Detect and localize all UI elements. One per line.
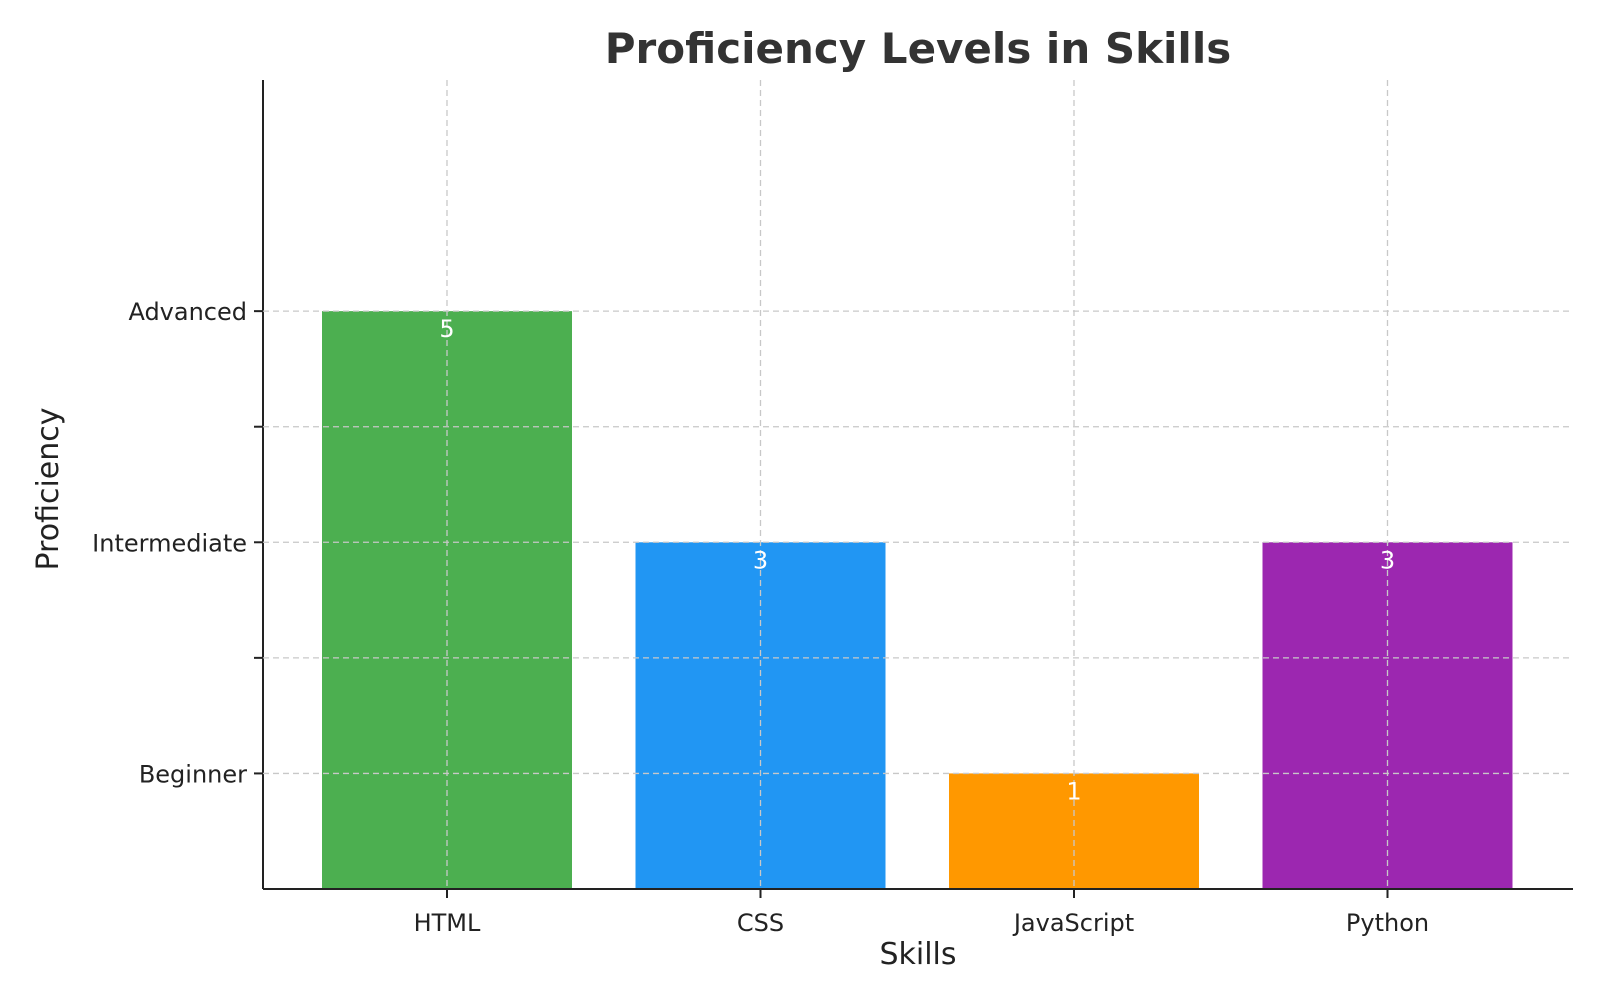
- x-tick-label-html: HTML: [414, 909, 481, 937]
- axis-layer: [262, 80, 1573, 890]
- y-tick-label: Intermediate: [92, 529, 247, 557]
- data-label-html: 5: [439, 315, 454, 343]
- bar-layer: [322, 311, 1513, 890]
- x-axis-title: Skills: [879, 937, 956, 972]
- label-layer: 5 3 1 3: [439, 315, 1395, 805]
- y-tick-label: Beginner: [139, 760, 247, 788]
- x-tick-label-python: Python: [1346, 909, 1429, 937]
- y-tick-label: Advanced: [128, 298, 247, 326]
- x-tick-label-css: CSS: [737, 909, 784, 937]
- data-label-python: 3: [1380, 546, 1395, 574]
- data-label-javascript: 1: [1066, 777, 1081, 805]
- chart-title: Proficiency Levels in Skills: [605, 24, 1231, 73]
- x-tick-label-javascript: JavaScript: [1012, 909, 1134, 937]
- y-axis-title: Proficiency: [31, 407, 66, 570]
- data-label-css: 3: [753, 546, 768, 574]
- grid-layer: [263, 80, 1573, 889]
- tick-layer: Beginner Intermediate Advanced HTML CSS JavaS…: [92, 298, 1429, 937]
